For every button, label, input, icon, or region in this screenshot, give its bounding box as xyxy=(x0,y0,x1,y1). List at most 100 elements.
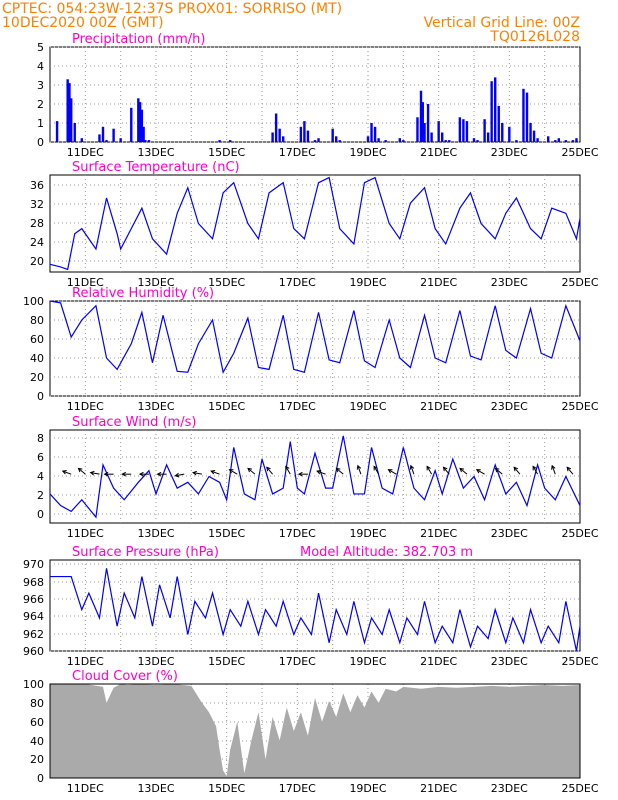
precip-bar xyxy=(229,140,232,142)
precip-bar xyxy=(271,132,274,142)
wind-title: Surface Wind (m/s) xyxy=(72,415,196,430)
wind-arrow-head xyxy=(61,470,67,475)
precip-bar xyxy=(536,138,539,142)
precip-ytick-label: 2 xyxy=(37,98,44,111)
wind-arrow-head xyxy=(156,471,162,477)
wind-arrow xyxy=(373,466,380,475)
wind-ytick-label: 2 xyxy=(37,489,44,502)
pres-xtick-label: 13DEC xyxy=(137,655,174,668)
rh-ytick-label: 0 xyxy=(37,390,44,403)
precip-frame xyxy=(49,46,581,143)
precip-bar xyxy=(137,98,140,142)
cloud-xtick-label: 19DEC xyxy=(349,782,386,795)
wind-arrow xyxy=(410,465,415,475)
wind-arrow-head xyxy=(316,470,322,475)
wind-arrow xyxy=(285,466,291,475)
precip-bar xyxy=(554,140,557,142)
precip-bar xyxy=(73,123,76,142)
pres-series-line xyxy=(50,568,581,652)
rh-xtick-label: 25DEC xyxy=(561,400,598,413)
precip-bar xyxy=(525,92,529,142)
precip-title: Precipitation (mm/h) xyxy=(72,32,205,47)
precip-bar xyxy=(80,138,83,142)
wind-arrow-head xyxy=(566,466,572,472)
wind-arrow-head xyxy=(174,472,180,478)
pres-ytick-label: 970 xyxy=(23,558,44,571)
cloud-title: Cloud Cover (%) xyxy=(72,669,178,684)
precip-ytick-label: 4 xyxy=(37,60,44,73)
wind-ytick-label: 4 xyxy=(37,470,44,483)
precip-bar xyxy=(423,123,426,142)
wind-arrow-head xyxy=(373,465,378,471)
wind-arrow xyxy=(210,470,220,475)
wind-arrow-head xyxy=(297,471,303,477)
precip-bar xyxy=(490,81,493,142)
temp-title: Surface Temperature (nC) xyxy=(72,160,240,175)
wind-arrow xyxy=(388,469,397,475)
precip-bar xyxy=(564,140,568,142)
precip-bar xyxy=(416,117,419,142)
wind-arrow xyxy=(229,469,238,475)
temp-ytick-label: 28 xyxy=(30,217,44,230)
precip-xtick-label: 11DEC xyxy=(67,146,104,159)
precip-bar xyxy=(306,130,310,142)
precip-bar xyxy=(317,138,320,142)
pres-ytick-label: 962 xyxy=(23,628,44,641)
wind-arrow xyxy=(62,470,72,475)
precip-bar xyxy=(373,126,377,142)
temp-xtick-label: 15DEC xyxy=(208,276,245,289)
rh-xtick-label: 15DEC xyxy=(208,400,245,413)
temp-ytick-label: 32 xyxy=(30,198,44,211)
pres-xtick-label: 15DEC xyxy=(208,655,245,668)
pres-xtick-label: 17DEC xyxy=(279,655,316,668)
wind-xtick-label: 23DEC xyxy=(491,527,528,540)
rh-ytick-label: 20 xyxy=(30,371,44,384)
precip-xtick-label: 17DEC xyxy=(279,146,316,159)
precip-bar xyxy=(335,136,338,142)
wind-arrow-head xyxy=(285,465,290,471)
station-header: CPTEC: 054:23W-12:37S PROX01: SORRISO (M… xyxy=(2,1,342,17)
cloud-ytick-label: 20 xyxy=(30,753,44,766)
wind-arrow xyxy=(266,466,273,475)
wind-arrow-head xyxy=(551,464,556,470)
pres-ytick-label: 960 xyxy=(23,645,44,658)
wind-arrow xyxy=(443,466,450,475)
temp-ytick-label: 24 xyxy=(30,236,44,249)
precip-bar xyxy=(472,138,476,142)
rh-series-line xyxy=(49,300,581,374)
wind-arrow xyxy=(336,468,344,475)
precip-bar xyxy=(303,121,306,142)
precip-bar xyxy=(55,121,59,142)
rh-xtick-label: 17DEC xyxy=(279,400,316,413)
wind-ytick-label: 8 xyxy=(37,432,44,445)
cloud-xtick-label: 11DEC xyxy=(67,782,104,795)
precip-bar xyxy=(384,140,387,142)
precip-bar xyxy=(462,119,465,142)
precip-bar xyxy=(444,140,447,142)
wind-arrow xyxy=(247,468,256,475)
cloud-xtick-label: 23DEC xyxy=(491,782,528,795)
precip-bar xyxy=(370,123,373,142)
precip-bar xyxy=(426,104,430,142)
precip-bar xyxy=(66,79,69,142)
wind-arrow xyxy=(357,465,362,475)
rh-ytick-label: 40 xyxy=(30,352,44,365)
pres-xtick-label: 19DEC xyxy=(349,655,386,668)
rh-xtick-label: 19DEC xyxy=(349,400,386,413)
precip-bar xyxy=(142,126,145,142)
cloud-ytick-label: 80 xyxy=(30,697,44,710)
precip-xtick-label: 21DEC xyxy=(420,146,457,159)
precip-bar xyxy=(112,128,115,142)
rh-xtick-label: 11DEC xyxy=(67,400,104,413)
wind-arrow-head xyxy=(228,469,234,474)
precip-bar xyxy=(483,119,486,142)
precip-bar xyxy=(98,134,101,142)
temp-xtick-label: 19DEC xyxy=(349,276,386,289)
precip-bar xyxy=(140,109,144,142)
temp-xtick-label: 13DEC xyxy=(137,276,174,289)
cloud-ytick-label: 100 xyxy=(23,678,44,691)
wind-arrow-head xyxy=(532,465,537,471)
wind-xtick-label: 17DEC xyxy=(279,527,316,540)
pres-xtick-label: 11DEC xyxy=(67,655,104,668)
precip-bar xyxy=(419,90,423,142)
